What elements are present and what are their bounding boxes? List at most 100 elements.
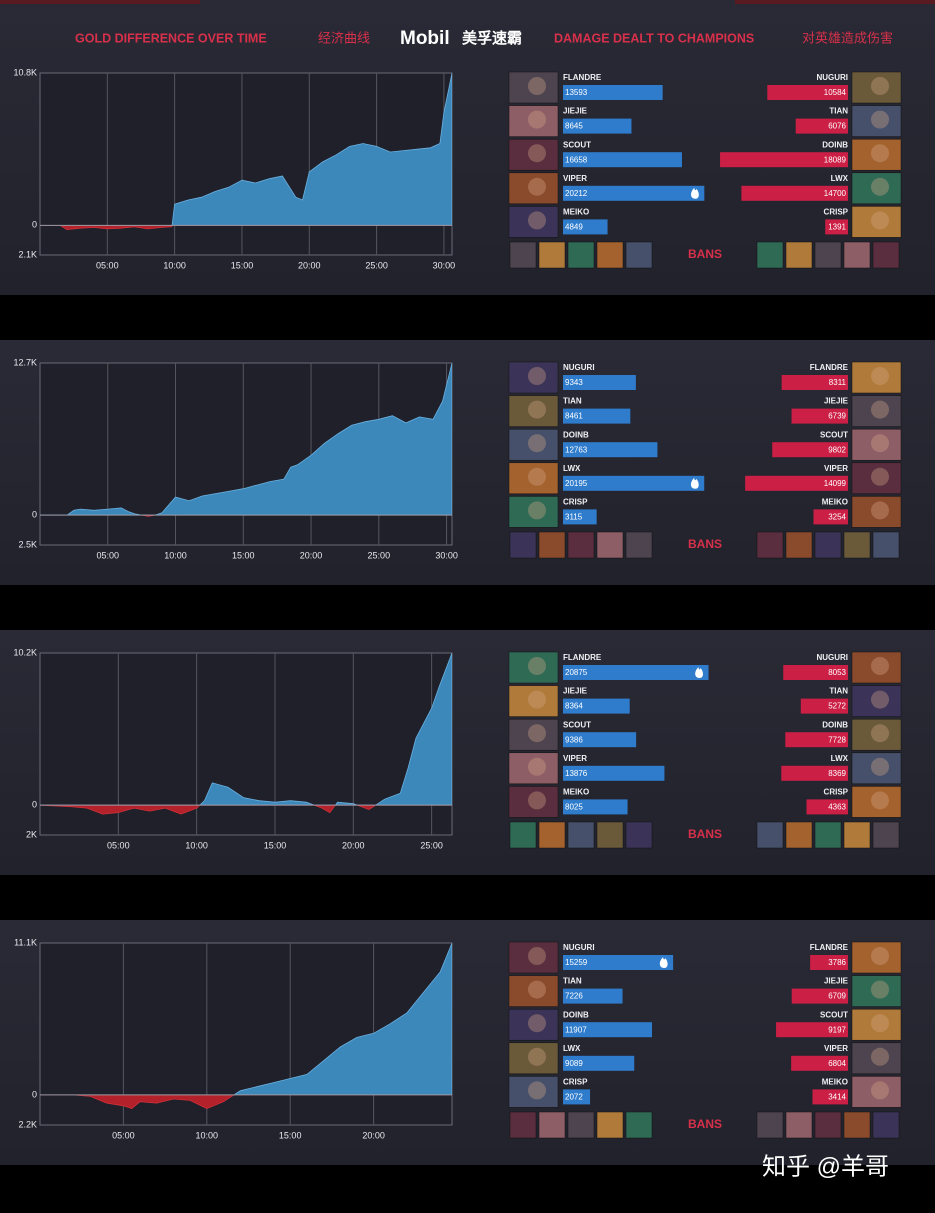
portrait-face [871,177,889,196]
champion-portrait [851,1008,902,1041]
damage-label: 10584 [824,88,847,97]
champion-portrait [851,172,902,205]
portrait-face [871,501,889,520]
y-tick-label: 2.1K [18,249,37,259]
damage-bar [745,475,848,491]
x-tick-label: 20:00 [298,260,321,270]
champion-portrait [851,651,902,684]
y-tick-label: 0 [32,509,37,519]
damage-label: 12763 [565,445,588,454]
damage-label: 20212 [565,189,588,198]
y-tick-label: 10.2K [13,647,37,657]
player-name: TIAN [563,397,582,406]
player-name: DOINB [822,720,848,729]
player-name: CRISP [824,208,849,217]
damage-bar [812,1089,848,1105]
damage-bar [563,765,665,781]
ban-icon [567,241,595,269]
portrait-face [871,211,889,230]
player-name: DOINB [822,140,848,149]
champion-portrait [508,105,559,137]
portrait-face [528,757,546,776]
portrait-face [528,211,546,230]
ban-icon [625,241,653,269]
portrait-face [871,724,889,743]
damage-label: 8645 [565,122,583,131]
player-name: SCOUT [820,1010,848,1019]
champion-portrait [508,428,559,461]
damage-bar [741,185,848,201]
damage-bar [720,152,848,168]
ban-icon [538,1111,566,1139]
ban-icon [596,241,624,269]
bans-label: BANS [688,1117,722,1131]
player-name: LWX [831,174,849,183]
damage-bar [785,732,848,748]
portrait-face [528,1014,546,1033]
gold-area-negative [40,225,452,231]
damage-bar [813,509,848,525]
portrait-face [528,947,546,965]
damage-label: 20195 [565,479,588,488]
champion-portrait [851,206,902,238]
portrait-face [528,657,546,675]
portrait-face [528,1047,546,1066]
damage-bar [563,375,636,390]
ban-icon [625,821,653,849]
left-title: GOLD DIFFERENCE OVER TIME [75,31,267,45]
panels: 05:00 10:00 15:00 20:00 25:00 30:00 10.8K 0 2.1K… [0,0,935,1165]
player-name: FLANDRE [810,363,849,372]
x-tick-label: 05:00 [112,1130,135,1140]
champion-portrait [851,496,902,528]
damage-label: 6804 [828,1059,846,1068]
ban-icon [538,241,566,269]
ban-icon [509,1111,537,1139]
bans-label: BANS [688,537,722,551]
damage-bar [563,1022,653,1038]
player-name: VIPER [824,464,848,473]
portrait-face [871,1014,889,1033]
portrait-face [871,400,889,419]
damage-bar [783,665,848,680]
x-tick-label: 20:00 [300,550,323,560]
damage-bar [781,375,848,390]
portrait-face [871,690,889,709]
damage-label: 4363 [828,803,846,812]
y-tick-label: 2K [26,829,37,839]
x-tick-label: 20:00 [362,1130,385,1140]
damage-bar [563,219,608,235]
player-name: MEIKO [563,788,589,797]
player-name: LWX [563,464,581,473]
gold-area-positive [40,653,452,806]
x-tick-label: 25:00 [420,840,443,850]
player-name: MEIKO [822,498,848,507]
ban-icon [756,1111,784,1139]
player-name: FLANDRE [810,943,849,952]
ban-icon [814,821,842,849]
damage-label: 1391 [828,223,846,232]
left-title-cn: 经济曲线 [318,30,370,45]
player-name: CRISP [824,788,849,797]
ban-icon [756,241,784,269]
champion-portrait [508,1076,559,1108]
portrait-face [528,980,546,999]
player-name: SCOUT [820,430,848,439]
damage-label: 5272 [828,702,846,711]
x-tick-label: 15:00 [264,840,287,850]
x-tick-label: 05:00 [107,840,130,850]
damage-label: 9386 [565,735,583,744]
damage-bar [810,955,848,970]
champion-portrait [851,786,902,818]
damage-bar [795,118,848,134]
portrait-face [871,434,889,453]
ban-icon [567,1111,595,1139]
watermark: 知乎 @羊哥 [762,1153,889,1180]
damage-label: 6709 [828,992,846,1001]
x-tick-label: 30:00 [435,550,458,560]
damage-label: 9343 [565,378,583,387]
player-name: NUGURI [563,943,595,952]
champion-portrait [508,718,559,751]
player-name: TIAN [563,977,582,986]
damage-label: 8461 [565,412,583,421]
damage-bar [563,185,705,201]
